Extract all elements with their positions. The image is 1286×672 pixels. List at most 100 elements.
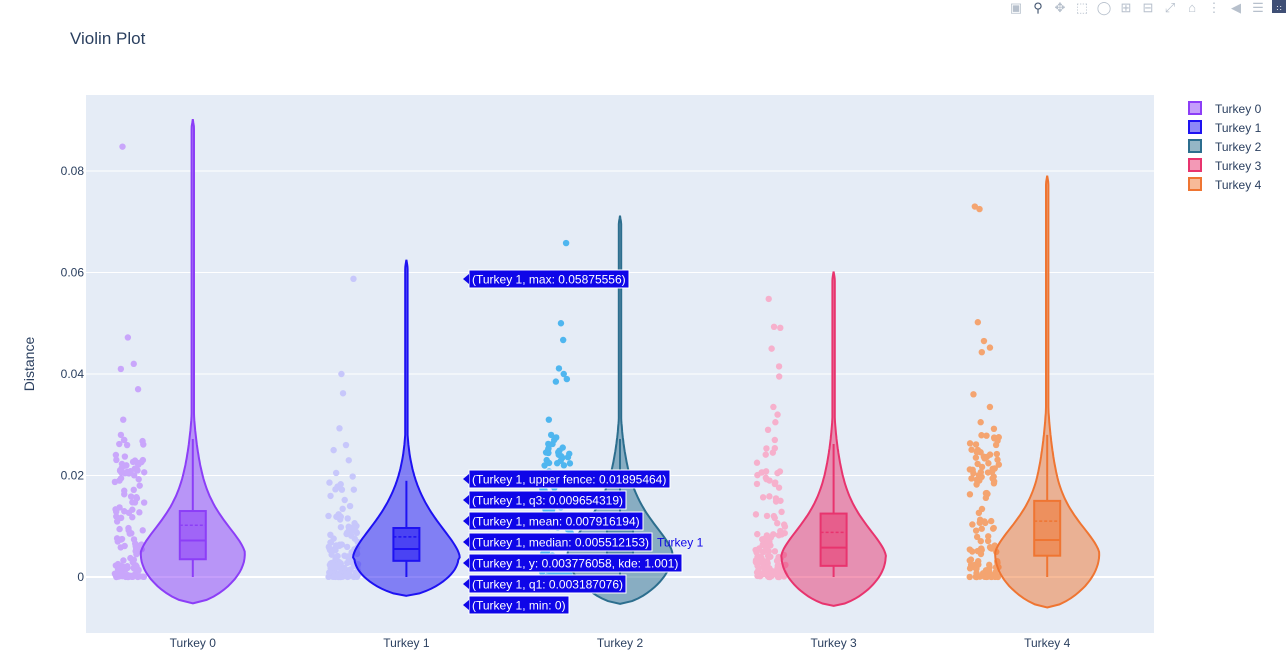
data-point <box>113 456 120 464</box>
hover-label-pointer <box>463 474 469 484</box>
legend-item[interactable]: Turkey 0 <box>1188 101 1262 116</box>
outlier-point <box>119 143 126 150</box>
data-point <box>966 573 973 581</box>
data-point <box>772 479 779 486</box>
data-point <box>989 465 996 472</box>
outlier-point <box>990 425 998 433</box>
data-point <box>981 573 989 581</box>
data-point <box>132 540 139 547</box>
data-point <box>969 548 976 555</box>
hover-labels: (Turkey 1, max: 0.05875556) (Turkey 1, up… <box>463 269 704 615</box>
data-point <box>766 493 773 500</box>
zoom-out-icon[interactable]: ⊟ <box>1142 0 1154 15</box>
x-tick-label: Turkey 3 <box>810 636 857 650</box>
data-point <box>770 531 777 538</box>
violin-group <box>752 271 887 607</box>
data-point <box>978 505 986 513</box>
data-point <box>761 558 768 565</box>
outlier-point <box>555 365 563 372</box>
data-point <box>130 486 137 494</box>
data-point <box>113 513 120 520</box>
x-tick-label: Turkey 2 <box>597 636 644 650</box>
data-point <box>762 451 769 458</box>
hover-label: (Turkey 1, upper fence: 0.01895464) <box>463 469 671 489</box>
data-point <box>754 572 761 580</box>
data-point <box>975 561 982 568</box>
data-point <box>130 472 138 479</box>
lasso-icon[interactable]: ◯ <box>1096 0 1112 15</box>
outlier-point <box>777 324 784 332</box>
data-point <box>134 573 142 581</box>
box-select-icon[interactable]: ⬚ <box>1075 0 1089 15</box>
outlier-point <box>764 426 772 434</box>
legend-label: Turkey 4 <box>1215 178 1262 192</box>
data-point <box>553 460 561 467</box>
legend-item[interactable]: Turkey 1 <box>1188 120 1262 135</box>
outlier-point <box>775 363 783 370</box>
data-point <box>354 572 361 579</box>
camera-icon[interactable]: ▣ <box>1009 0 1023 15</box>
data-point <box>343 543 351 551</box>
data-point <box>353 529 361 537</box>
data-point <box>973 533 981 541</box>
legend-item[interactable]: Turkey 4 <box>1188 177 1262 192</box>
data-point <box>986 544 994 551</box>
data-point <box>344 515 351 522</box>
outlier-point <box>768 345 775 352</box>
outlier-point <box>551 436 558 444</box>
outlier-point <box>558 453 565 460</box>
data-point <box>767 542 774 549</box>
home-icon[interactable]: ⌂ <box>1188 0 1196 15</box>
hover-label-pointer <box>463 537 469 547</box>
data-point <box>341 496 348 504</box>
pan-icon[interactable]: ✥ <box>1054 0 1066 15</box>
data-point <box>335 572 342 579</box>
data-point <box>127 493 135 500</box>
hover-label-text: (Turkey 1, median: 0.005512153) <box>472 536 649 550</box>
data-point <box>139 527 146 534</box>
data-point <box>990 524 997 532</box>
data-point <box>966 440 974 447</box>
hover-closest-icon[interactable]: ◀ <box>1231 0 1241 15</box>
hover-label-pointer <box>463 579 469 589</box>
data-point <box>775 484 783 491</box>
data-point <box>780 521 788 528</box>
data-point <box>761 535 769 542</box>
data-point <box>775 570 783 577</box>
outlier-point <box>117 365 125 373</box>
hover-label-text: (Turkey 1, max: 0.05875556) <box>472 273 626 287</box>
legend-item[interactable]: Turkey 3 <box>1188 158 1262 173</box>
y-tick-label: 0 <box>77 570 84 584</box>
outlier-point <box>332 469 340 477</box>
data-point <box>969 521 976 528</box>
outlier-point <box>563 375 571 383</box>
outlier-point <box>560 370 567 378</box>
violin-shape <box>780 271 887 607</box>
legend-item[interactable]: Turkey 2 <box>1188 139 1262 154</box>
outlier-point <box>134 386 142 393</box>
hover-label: (Turkey 1, max: 0.05875556) <box>463 269 630 289</box>
zoom-icon[interactable]: ⚲ <box>1033 0 1043 15</box>
data-point <box>763 445 770 452</box>
outlier-point <box>772 419 779 426</box>
data-point <box>977 537 984 545</box>
data-point <box>974 446 982 454</box>
spike-icon[interactable]: ⋮ <box>1207 0 1221 15</box>
data-point <box>753 480 761 488</box>
outlier-point <box>978 348 985 356</box>
plotly-logo-icon[interactable]: ∷ <box>1272 0 1286 13</box>
modebar: ▣ ⚲ ✥ ⬚ ◯ ⊞ ⊟ ⤢ ⌂ ⋮ ◀ ☰ ∷ <box>1008 0 1286 16</box>
outlier-point <box>350 275 357 283</box>
zoom-in-icon[interactable]: ⊞ <box>1120 0 1132 15</box>
outlier-point <box>559 444 566 451</box>
hover-compare-icon[interactable]: ☰ <box>1252 0 1264 15</box>
outlier-point <box>974 319 982 326</box>
outlier-point <box>547 431 555 439</box>
legend-swatch <box>1188 120 1202 134</box>
outlier-point <box>342 441 350 449</box>
data-point <box>335 511 342 518</box>
hover-label-text: (Turkey 1, mean: 0.007916194) <box>472 515 640 529</box>
autoscale-icon[interactable]: ⤢ <box>1164 0 1176 15</box>
data-point <box>344 553 352 560</box>
hover-label: (Turkey 1, q1: 0.003187076) <box>463 574 627 594</box>
